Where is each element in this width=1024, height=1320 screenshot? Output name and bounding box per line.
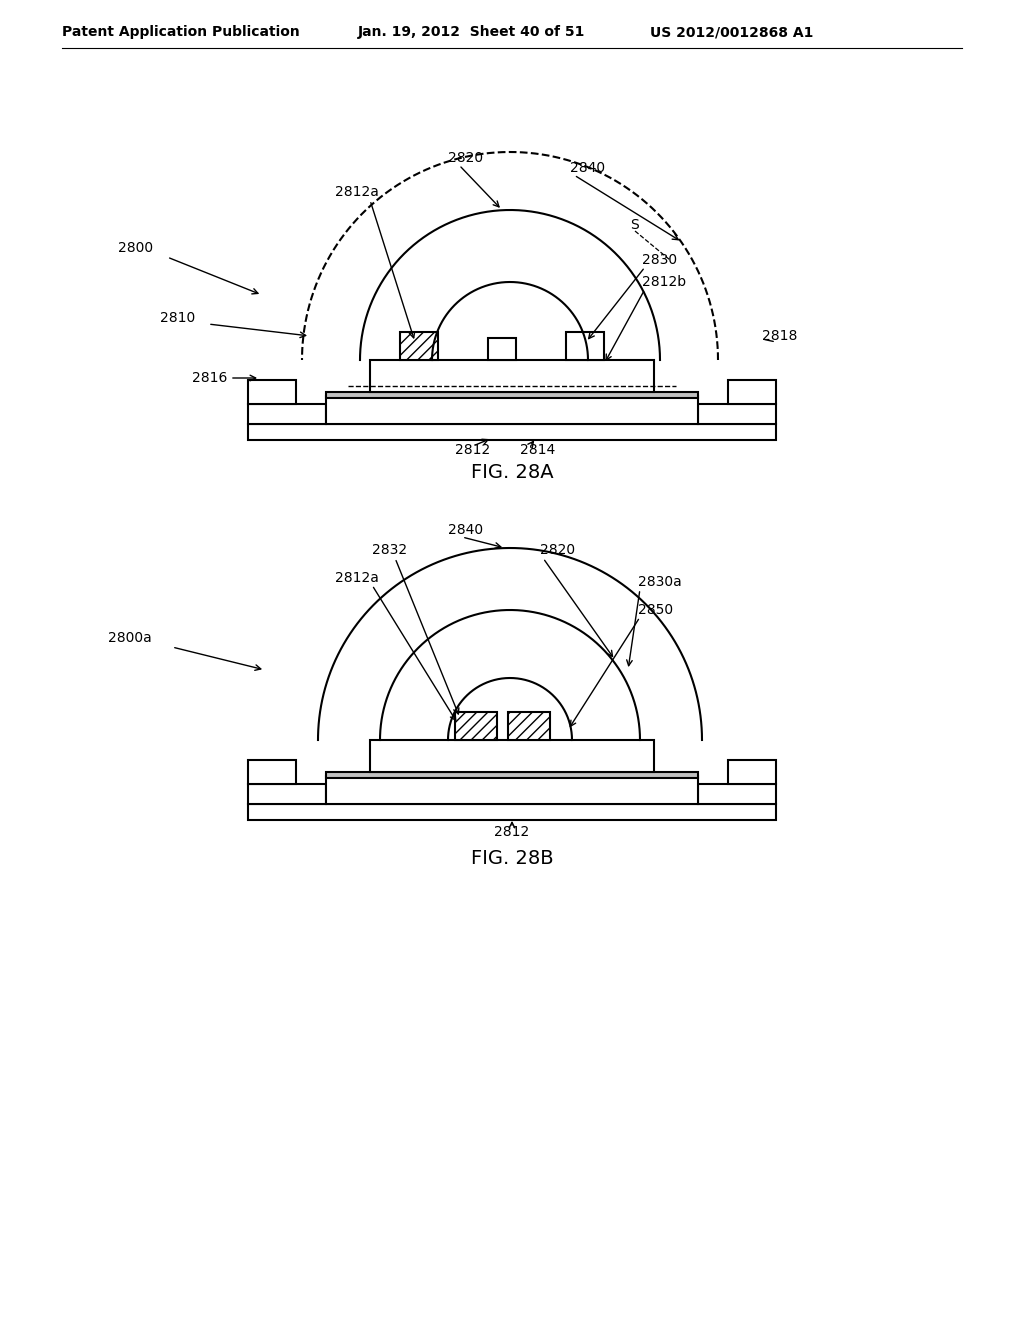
Text: 2830a: 2830a bbox=[638, 576, 682, 589]
Bar bbox=[248, 804, 776, 820]
Text: 2812a: 2812a bbox=[335, 185, 379, 199]
Text: US 2012/0012868 A1: US 2012/0012868 A1 bbox=[650, 25, 813, 40]
Bar bbox=[248, 760, 296, 784]
Text: 2840: 2840 bbox=[449, 523, 483, 537]
Text: 2830: 2830 bbox=[642, 253, 677, 267]
Text: 2820: 2820 bbox=[540, 543, 575, 557]
Bar bbox=[488, 338, 516, 360]
Text: 2832: 2832 bbox=[372, 543, 408, 557]
Text: Patent Application Publication: Patent Application Publication bbox=[62, 25, 300, 40]
Text: 2820: 2820 bbox=[449, 150, 483, 165]
Bar bbox=[326, 392, 698, 399]
Text: S: S bbox=[630, 218, 639, 232]
Bar bbox=[326, 772, 698, 777]
Bar bbox=[248, 424, 776, 440]
Bar bbox=[698, 404, 776, 424]
Bar bbox=[370, 360, 654, 392]
Text: Jan. 19, 2012  Sheet 40 of 51: Jan. 19, 2012 Sheet 40 of 51 bbox=[358, 25, 586, 40]
Bar bbox=[248, 784, 326, 804]
Bar bbox=[326, 776, 698, 804]
Bar bbox=[728, 760, 776, 784]
Bar bbox=[248, 380, 296, 404]
Bar bbox=[508, 711, 550, 741]
Text: 2800a: 2800a bbox=[108, 631, 152, 645]
Text: FIG. 28A: FIG. 28A bbox=[471, 462, 553, 482]
Text: 2812: 2812 bbox=[495, 825, 529, 840]
Bar bbox=[566, 333, 604, 360]
Text: 2810: 2810 bbox=[160, 312, 196, 325]
Bar bbox=[698, 784, 776, 804]
Text: 2840: 2840 bbox=[570, 161, 605, 176]
Text: 2818: 2818 bbox=[762, 329, 798, 343]
Bar bbox=[728, 380, 776, 404]
Text: 2850: 2850 bbox=[638, 603, 673, 616]
Text: 2812b: 2812b bbox=[642, 275, 686, 289]
Text: 2812: 2812 bbox=[455, 444, 490, 457]
Text: FIG. 28B: FIG. 28B bbox=[471, 849, 553, 867]
Text: 2812a: 2812a bbox=[335, 572, 379, 585]
Bar bbox=[248, 404, 326, 424]
Bar bbox=[400, 333, 438, 360]
Text: 2816: 2816 bbox=[193, 371, 227, 385]
Text: 2800: 2800 bbox=[118, 242, 154, 255]
Bar bbox=[370, 741, 654, 772]
Bar bbox=[455, 711, 497, 741]
Text: 2814: 2814 bbox=[520, 444, 555, 457]
Bar bbox=[326, 396, 698, 424]
